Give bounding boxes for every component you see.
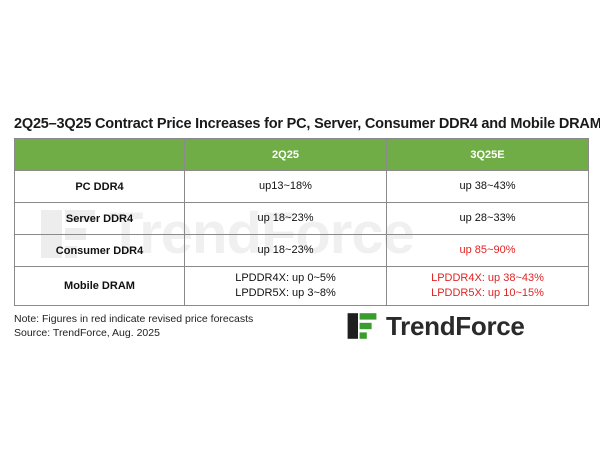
cell-line: up 28~33% — [459, 212, 516, 224]
row-label: PC DDR4 — [14, 170, 185, 203]
cell-line: LPDDR4X: up 38~43% — [431, 272, 544, 284]
cell-2q25: up13~18% — [184, 170, 387, 203]
table-row: PC DDR4 up13~18% up 38~43% — [14, 170, 589, 203]
table-row: Server DDR4 up 18~23% up 28~33% — [14, 202, 589, 235]
cell-line: LPDDR5X: up 10~15% — [431, 287, 544, 299]
table-row: Mobile DRAM LPDDR4X: up 0~5% LPDDR5X: up… — [14, 266, 589, 306]
cell-2q25: up 18~23% — [184, 234, 387, 267]
cell-2q25: LPDDR4X: up 0~5% LPDDR5X: up 3~8% — [184, 266, 387, 306]
cell-3q25e-revised: LPDDR4X: up 38~43% LPDDR5X: up 10~15% — [386, 266, 589, 306]
row-label: Mobile DRAM — [14, 266, 185, 306]
header-2q25: 2Q25 — [184, 138, 387, 171]
cell-3q25e: up 38~43% — [386, 170, 589, 203]
table-header-row: 2Q25 3Q25E — [14, 138, 589, 171]
cell-line: up 85~90% — [459, 244, 516, 256]
cell-3q25e-revised: up 85~90% — [386, 234, 589, 267]
row-label: Consumer DDR4 — [14, 234, 185, 267]
cell-2q25: up 18~23% — [184, 202, 387, 235]
source-text: Source: TrendForce, Aug. 2025 — [14, 327, 160, 339]
cell-line: up 18~23% — [257, 212, 314, 224]
cell-line: up 38~43% — [459, 180, 516, 192]
footnote: Note: Figures in red indicate revised pr… — [14, 312, 253, 340]
row-label: Server DDR4 — [14, 202, 185, 235]
cell-line: LPDDR4X: up 0~5% — [235, 272, 336, 284]
cell-line: LPDDR5X: up 3~8% — [235, 287, 336, 299]
note-text: Note: Figures in red indicate revised pr… — [14, 313, 254, 325]
logo-brand-text: TrendForce — [386, 310, 525, 341]
cell-3q25e: up 28~33% — [386, 202, 589, 235]
trendforce-logo-icon — [347, 313, 377, 339]
trendforce-logo: TrendForce — [346, 310, 525, 342]
header-empty — [14, 138, 185, 171]
header-3q25e: 3Q25E — [386, 138, 589, 171]
price-table: 2Q25 3Q25E PC DDR4 up13~18% up 38~43% Se… — [14, 138, 589, 306]
cell-line: up13~18% — [259, 180, 312, 192]
table-row: Consumer DDR4 up 18~23% up 85~90% — [14, 234, 589, 267]
page-title: 2Q25–3Q25 Contract Price Increases for P… — [14, 116, 600, 132]
cell-line: up 18~23% — [257, 244, 314, 256]
